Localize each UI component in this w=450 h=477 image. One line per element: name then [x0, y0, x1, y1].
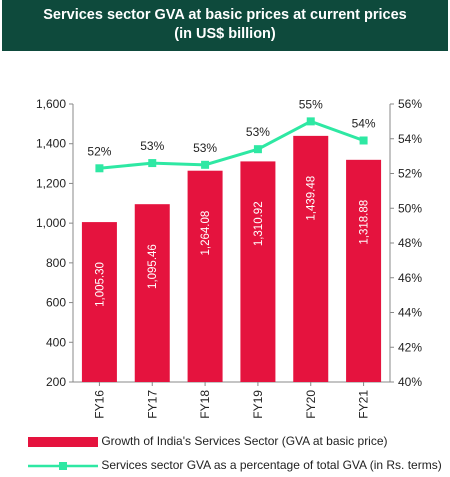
bar-value-label: 1,318.88	[359, 200, 371, 245]
y-left-tick-label: 200	[46, 375, 66, 389]
y-right-tick-label: 52%	[398, 167, 422, 181]
legend-line-swatch	[28, 461, 98, 470]
line-point-label: 54%	[352, 116, 376, 130]
x-tick-label: FY17	[145, 390, 159, 419]
bar	[293, 135, 329, 382]
y-right-tick-label: 46%	[398, 271, 422, 285]
chart-subtitle: (in US$ billion)	[174, 26, 276, 42]
bar	[187, 170, 223, 382]
bar-value-label: 1,005.30	[94, 262, 106, 307]
line-point-marker	[148, 159, 157, 168]
bar	[81, 222, 117, 382]
y-left-tick-label: 400	[46, 335, 66, 349]
chart-title: Services sector GVA at basic prices at c…	[43, 7, 407, 23]
legend-bar-swatch	[28, 436, 98, 447]
x-tick-label: FY19	[251, 390, 265, 419]
line-point-marker	[359, 136, 368, 145]
line-point-marker	[95, 164, 104, 173]
line-point-marker	[253, 145, 262, 154]
bar-value-label: 1,439.48	[306, 176, 318, 221]
chart-title-banner: Services sector GVA at basic prices at c…	[2, 0, 448, 51]
y-left-tick-label: 1,200	[36, 176, 66, 190]
legend-item-bar: Growth of India's Services Sector (GVA a…	[28, 434, 388, 448]
line-point-marker	[201, 160, 210, 169]
y-left-tick-label: 1,400	[36, 137, 66, 151]
bar	[240, 161, 276, 382]
y-right-tick-label: 44%	[398, 306, 422, 320]
line-point-label: 55%	[299, 97, 323, 111]
legend-line-label: Services sector GVA as a percentage of t…	[101, 458, 442, 472]
y-right-tick-label: 56%	[398, 97, 422, 111]
line-series: 52% 53% 53% 53% 55% 54%	[87, 97, 376, 173]
y-right-tick-label: 40%	[398, 375, 422, 389]
legend-item-line: Services sector GVA as a percentage of t…	[28, 458, 442, 472]
line-point-label: 53%	[140, 139, 164, 153]
x-tick-label: FY16	[92, 390, 106, 419]
y-right-tick-label: 48%	[398, 236, 422, 250]
x-tick-label: FY21	[357, 390, 371, 419]
x-tick-label: FY20	[304, 390, 318, 419]
legend-line-swatch-marker	[59, 461, 67, 470]
bar-value-labels: 1,005.30 1,095.46 1,264.08 1,310.92 1,439.48…	[94, 176, 370, 307]
y-left-tick-label: 1,600	[36, 97, 66, 111]
bar-value-label: 1,264.08	[200, 211, 212, 256]
x-axis-tick-labels: FY16 FY17 FY18 FY19 FY20 FY21	[92, 382, 371, 419]
bar-value-label: 1,095.46	[147, 244, 159, 289]
y-right-tick-label: 50%	[398, 201, 422, 215]
line-point-marker	[306, 117, 315, 126]
y-right-tick-label: 54%	[398, 132, 422, 146]
legend-bar-swatch-rect	[28, 436, 98, 447]
line-series-path	[99, 119, 365, 170]
line-point-label: 53%	[246, 125, 270, 139]
x-tick-label: FY18	[198, 390, 212, 419]
bar	[134, 204, 170, 382]
bar-value-label: 1,310.92	[253, 201, 265, 246]
y-left-tick-label: 600	[46, 296, 66, 310]
line-point-label: 53%	[193, 141, 217, 155]
line-point-label: 52%	[87, 144, 111, 158]
bar-series	[81, 135, 382, 382]
y-left-tick-label: 1,000	[36, 216, 66, 230]
chart-axes: 200 400 600 800 1,000 1,200 1,400 1,600 40% 42% 44…	[36, 97, 422, 389]
bar	[346, 159, 382, 382]
y-right-tick-label: 42%	[398, 340, 422, 354]
y-left-tick-label: 800	[46, 256, 66, 270]
legend-bar-label: Growth of India's Services Sector (GVA a…	[101, 434, 388, 448]
